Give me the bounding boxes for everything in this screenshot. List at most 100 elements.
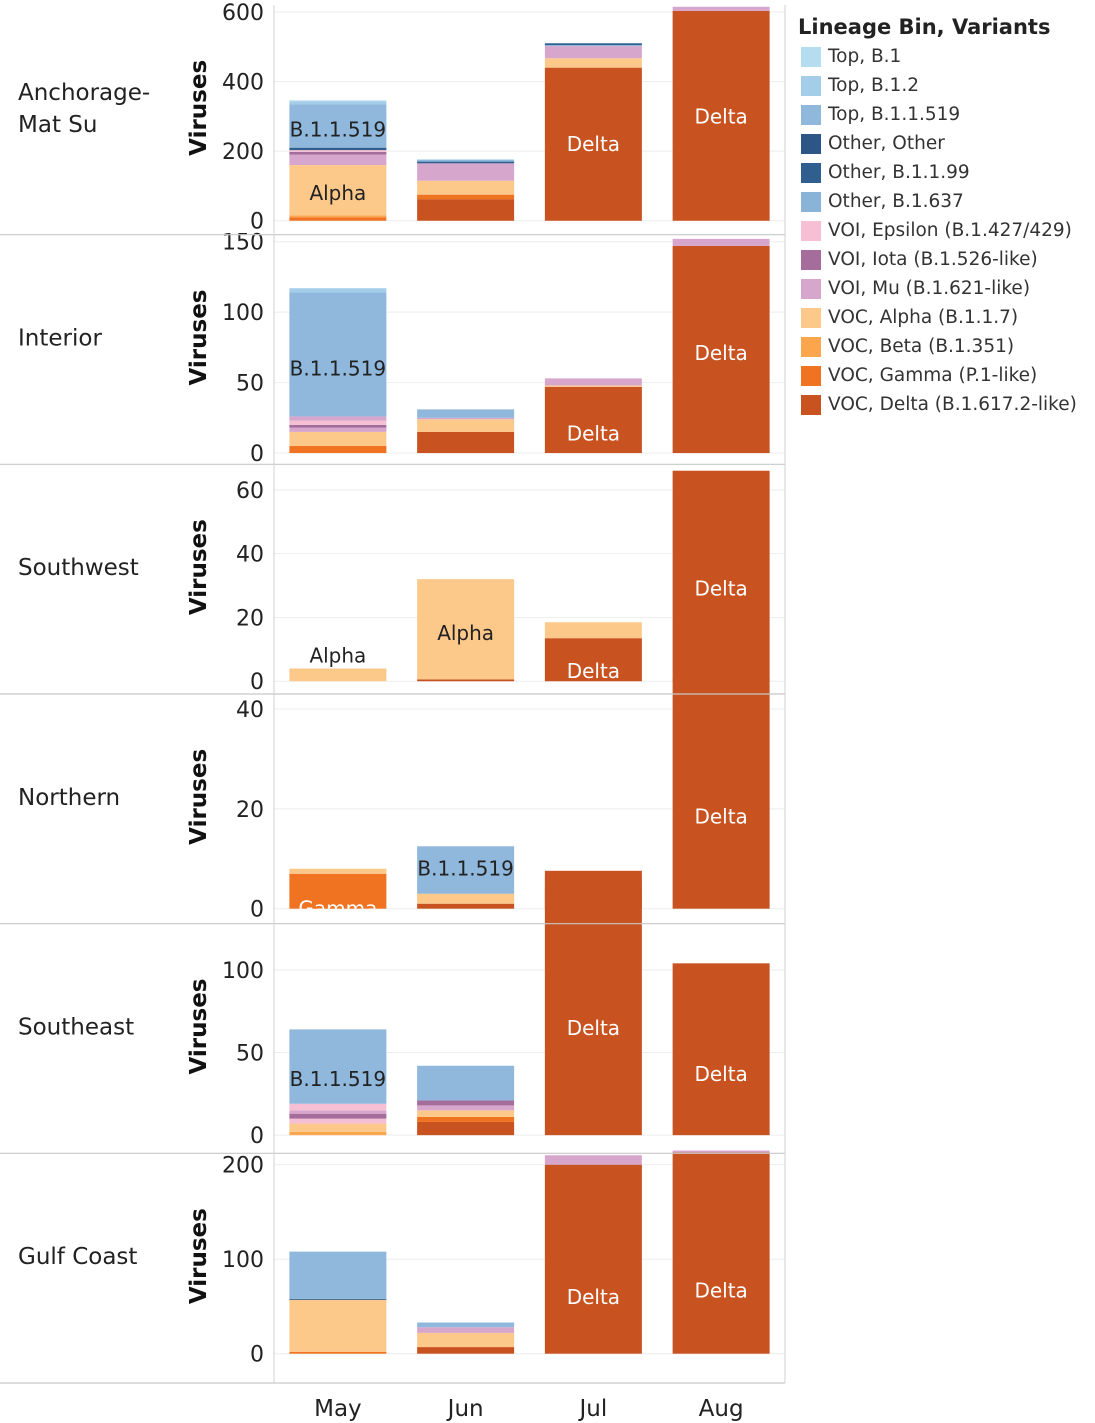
bar-segment-top_b1 — [289, 100, 387, 102]
bar-label: Delta — [694, 341, 747, 365]
panel-2: Alpha Alpha Delta Delta 0 20 40 60 Viruses Southw… — [0, 463, 785, 695]
bar-label: Delta — [567, 659, 620, 683]
bar-segment-voc_gamma — [417, 194, 515, 200]
bar-segment-top_b11519 — [289, 292, 387, 417]
x-tick-label: May — [314, 1396, 362, 1422]
legend-label: VOI, Mu (B.1.621-like) — [828, 278, 1031, 299]
bar-label: Delta — [694, 1278, 747, 1302]
y-tick-label: 20 — [236, 606, 264, 631]
y-tick-label: 20 — [236, 798, 264, 823]
bar-segment-voc_beta — [289, 1131, 387, 1136]
legend-swatch — [801, 46, 821, 67]
bar-jul: Delta — [544, 870, 642, 1136]
y-tick-label: 400 — [222, 71, 264, 96]
y-tick-label: 0 — [250, 1124, 264, 1149]
bar-segment-top_b12 — [289, 288, 387, 293]
bar-may — [289, 1251, 387, 1354]
legend-label: VOC, Gamma (P.1-like) — [828, 365, 1038, 386]
y-tick-label: 200 — [222, 1154, 264, 1179]
bar-segment-voc_delta — [672, 679, 770, 909]
bar-segment-top_b1 — [417, 159, 515, 160]
bar-jun: B.1.1.519 — [417, 846, 515, 909]
x-tick-label: Jun — [446, 1396, 484, 1422]
panel-1: B.1.1.519DeltaDelta050100150VirusesInter… — [0, 231, 785, 467]
bar-segment-voi_mu — [417, 1327, 515, 1333]
legend-swatch — [801, 307, 821, 328]
y-tick-label: 50 — [236, 1042, 264, 1067]
bar-segment-voi_mu — [544, 46, 642, 59]
legend-swatch — [801, 191, 821, 212]
legend-item: Top, B.1 — [798, 42, 1094, 71]
legend: Lineage Bin, Variants Top, B.1 Top, B.1.2… — [798, 12, 1094, 419]
legend-swatch — [801, 133, 821, 154]
legend-label: VOC, Delta (B.1.617.2-like) — [828, 394, 1077, 415]
bar-segment-top_b11519 — [417, 846, 515, 894]
bar-segment-voi_epsilon — [289, 420, 387, 425]
bar-segment-voi_epsilon — [289, 150, 387, 152]
y-tick-label: 0 — [250, 898, 264, 923]
bar-segment-other_b1199 — [417, 161, 515, 164]
bar-jun — [417, 409, 515, 454]
bar-segment-voi_mu — [417, 417, 515, 420]
bar-segment-voc_delta — [417, 679, 515, 682]
region-label: Southwest — [18, 555, 139, 581]
legend-item: Other, B.1.637 — [798, 187, 1094, 216]
legend-label: VOC, Beta (B.1.351) — [828, 336, 1015, 357]
bar-segment-top_b11519 — [417, 1065, 515, 1101]
bar-jun — [417, 1065, 515, 1136]
legend-item: Top, B.1.2 — [798, 71, 1094, 100]
y-axis-title: Viruses — [186, 749, 212, 845]
y-axis-title: Viruses — [186, 519, 212, 615]
bar-may: B.1.1.519 — [289, 288, 387, 454]
bar-label: B.1.1.519 — [290, 357, 386, 381]
bar-segment-voi_iota — [289, 1113, 387, 1119]
panel-5: Delta Delta 0 100 200 Viruses Gulf Coast — [0, 1150, 785, 1368]
bar-segment-voc_gamma — [289, 873, 387, 909]
legend-swatch — [801, 336, 821, 357]
bar-segment-voc_delta — [544, 638, 642, 682]
bar-segment-voc_delta — [672, 10, 770, 221]
bar-segment-top_b12 — [289, 101, 387, 105]
bar-segment-voc_delta — [417, 199, 515, 221]
bar-segment-voi_iota — [289, 424, 387, 428]
bar-segment-voc_alpha — [417, 579, 515, 680]
bar-may: Gamma — [289, 868, 387, 921]
bar-segment-voc_alpha — [289, 431, 387, 447]
legend-label: VOC, Alpha (B.1.1.7) — [828, 307, 1019, 328]
bar-label: Alpha — [309, 644, 366, 668]
bar-segment-voc_alpha — [289, 868, 387, 874]
bar-segment-voc_alpha — [417, 1110, 515, 1117]
bar-segment-voc_alpha — [544, 58, 642, 68]
legend-label: Other, B.1.1.99 — [828, 162, 970, 183]
x-tick-label: Jul — [577, 1396, 607, 1422]
bar-jul: Delta — [544, 622, 642, 683]
bar-segment-voi_epsilon — [289, 1103, 387, 1111]
bar-segment-voc_alpha — [417, 419, 515, 432]
bar-segment-voc_delta — [417, 1347, 515, 1354]
y-tick-label: 60 — [236, 479, 264, 504]
bar-segment-voc_alpha — [289, 1299, 387, 1352]
legend-label: Other, Other — [828, 133, 945, 154]
legend-item: VOC, Delta (B.1.617.2-like) — [798, 390, 1094, 419]
panel-3: Gamma B.1.1.519 Delta 0 20 40 Viruses Northern — [0, 679, 785, 923]
bar-segment-voi_mu — [544, 378, 642, 386]
bar-segment-voc_beta — [289, 215, 387, 218]
panel-0: Alpha B.1.1.519 Delta Delta 0 200 400 600 Viruse… — [18, 1, 785, 235]
bar-segment-voc_alpha — [544, 622, 642, 639]
bar-aug: Delta — [672, 679, 770, 909]
bar-segment-voc_delta — [672, 1152, 770, 1354]
bar-segment-other_other — [289, 1298, 387, 1300]
bar-segment-voc_alpha — [289, 1123, 387, 1132]
bar-segment-voi_mu — [544, 1155, 642, 1165]
bar-label: Alpha — [309, 181, 366, 205]
bar-may: Alpha — [289, 644, 387, 682]
legend-item: VOC, Alpha (B.1.1.7) — [798, 303, 1094, 332]
bar-label: Delta — [694, 577, 747, 601]
bar-segment-top_b11519 — [289, 104, 387, 148]
bar-segment-voc_delta — [544, 386, 642, 454]
y-axis-title: Viruses — [186, 1208, 212, 1304]
legend-item: VOC, Beta (B.1.351) — [798, 332, 1094, 361]
legend-swatch — [801, 75, 821, 96]
y-tick-label: 100 — [222, 959, 264, 984]
